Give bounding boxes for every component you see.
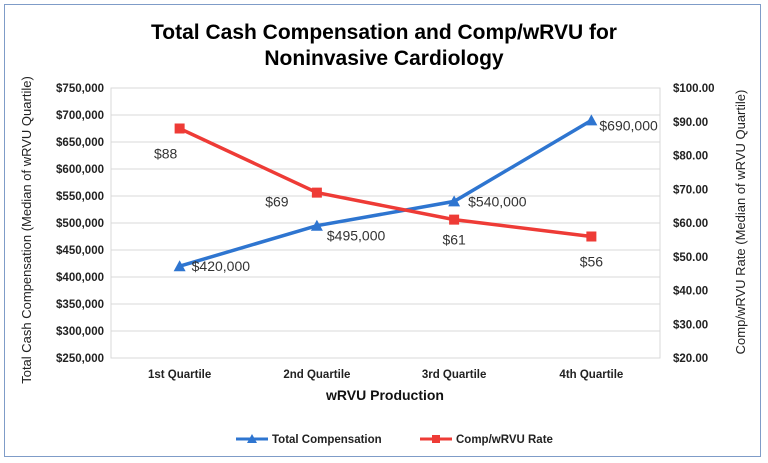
chart-title-line-1: Total Cash Compensation and Comp/wRVU fo…: [151, 21, 617, 44]
y-left-tick-label: $500,000: [56, 218, 104, 230]
data-label: $540,000: [468, 193, 527, 209]
y-right-tick-label: $50.00: [673, 252, 708, 264]
data-point-marker: [585, 114, 598, 126]
data-point-marker: [311, 187, 322, 198]
data-label: $61: [442, 232, 466, 248]
x-tick-label: 4th Quartile: [559, 369, 623, 381]
y-right-tick-label: $80.00: [673, 151, 708, 163]
chart-frame: [4, 4, 761, 457]
legend-marker: [247, 434, 257, 443]
data-point-marker: [173, 260, 186, 272]
x-tick-label: 2nd Quartile: [283, 369, 350, 381]
series-line-1: [178, 126, 592, 239]
data-label: $56: [580, 254, 604, 270]
y-axis-right-label: Comp/wRVU Rate (Median of wRVU Quartile): [733, 90, 748, 355]
series-line-0: [179, 118, 593, 268]
x-tick-label: 3rd Quartile: [422, 369, 487, 381]
data-label: $690,000: [599, 117, 658, 133]
y-left-tick-label: $750,000: [56, 83, 104, 95]
y-left-tick-label: $600,000: [56, 164, 104, 176]
data-label: $69: [265, 194, 289, 210]
y-right-tick-label: $90.00: [673, 117, 708, 129]
y-left-tick-label: $400,000: [56, 272, 104, 284]
y-left-tick-label: $450,000: [56, 245, 104, 257]
y-right-tick-label: $100.00: [673, 83, 715, 95]
x-axis-label: wRVU Production: [325, 387, 444, 403]
chart-title-line-2: Noninvasive Cardiology: [264, 47, 504, 70]
y-right-tick-label: $40.00: [673, 286, 708, 298]
data-point-marker: [310, 219, 323, 231]
data-point-marker: [174, 123, 185, 134]
legend-label: Total Compensation: [272, 434, 382, 446]
data-label: $88: [154, 146, 178, 162]
y-right-tick-label: $30.00: [673, 319, 708, 331]
y-left-tick-label: $250,000: [56, 353, 104, 365]
data-label: $495,000: [327, 228, 386, 244]
y-axis-left-label: Total Cash Compensation (Median of wRVU …: [19, 76, 34, 384]
data-point-marker: [448, 195, 461, 207]
data-point-marker: [449, 214, 460, 225]
legend-marker: [432, 435, 440, 443]
y-right-tick-label: $70.00: [673, 184, 708, 196]
y-right-tick-label: $60.00: [673, 218, 708, 230]
x-tick-label: 1st Quartile: [148, 369, 211, 381]
y-left-tick-label: $650,000: [56, 137, 104, 149]
data-label: $420,000: [192, 258, 251, 274]
data-point-marker: [586, 231, 597, 242]
legend-label: Comp/wRVU Rate: [456, 434, 553, 446]
y-left-tick-label: $350,000: [56, 299, 104, 311]
y-left-tick-label: $700,000: [56, 110, 104, 122]
y-left-tick-label: $550,000: [56, 191, 104, 203]
y-left-tick-label: $300,000: [56, 326, 104, 338]
y-right-tick-label: $20.00: [673, 353, 708, 365]
